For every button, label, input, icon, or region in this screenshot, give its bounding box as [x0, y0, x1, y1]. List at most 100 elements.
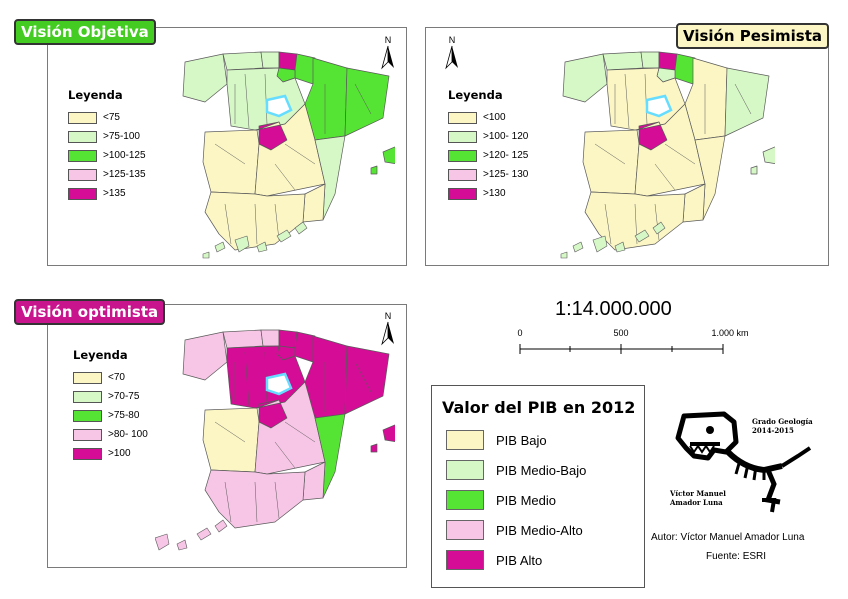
region-galicia — [562, 53, 608, 103]
region-navarra — [674, 53, 696, 85]
province-border — [274, 203, 280, 241]
highlight-outline — [645, 94, 673, 118]
legend-swatch — [73, 447, 102, 460]
legend-label: >80- 100 — [108, 429, 148, 440]
legend-swatch — [448, 130, 477, 143]
legend-item: >100-125 — [68, 146, 146, 165]
region-extremadura — [202, 129, 260, 195]
province-border — [254, 203, 258, 245]
province-border — [214, 421, 246, 443]
region-cataluna — [344, 67, 390, 137]
island-can1 — [572, 241, 584, 253]
spain-map-optimista — [155, 329, 395, 551]
region-murcia — [682, 183, 706, 223]
scale-ratio: 1:14.000.000 — [555, 298, 672, 320]
value-legend-label: PIB Bajo — [496, 432, 547, 448]
value-legend-item: PIB Alto — [446, 550, 542, 570]
region-galicia — [182, 331, 228, 381]
north-label: N — [385, 311, 392, 321]
province-border — [224, 203, 232, 245]
legend-label: >130 — [483, 188, 506, 199]
region-asturias — [602, 51, 644, 71]
region-andalucia — [584, 191, 686, 251]
panel-title-optimista: Visión optimista — [14, 299, 166, 325]
province-border — [284, 143, 316, 165]
legend-item: >135 — [68, 184, 146, 203]
province-border — [214, 143, 246, 165]
island-can5 — [214, 519, 228, 533]
legend-item: <70 — [73, 368, 148, 387]
value-legend-swatch — [446, 490, 484, 510]
legend-item: >125-135 — [68, 165, 146, 184]
value-legend-item: PIB Bajo — [446, 430, 547, 450]
region-navarra — [294, 53, 316, 85]
island-can4 — [276, 229, 292, 243]
province-border — [224, 481, 232, 523]
island-can3 — [176, 539, 188, 551]
dinosaur-logo-icon: Grado Geología 2014-2015 Víctor Manuel A… — [669, 411, 813, 513]
region-murcia — [302, 461, 326, 501]
legend-item: >125- 130 — [448, 165, 528, 184]
region-galicia — [182, 53, 228, 103]
province-border — [654, 163, 676, 191]
region-andalucia — [204, 191, 306, 251]
legend-swatch — [68, 187, 97, 200]
legend-item: >120- 125 — [448, 146, 528, 165]
value-legend-title: Valor del PIB en 2012 — [442, 398, 636, 417]
region-extremadura — [202, 407, 260, 473]
legend-pesimista: Leyenda <100 >100- 120 >120- 125 >125- 130 >… — [448, 88, 528, 203]
province-border — [274, 481, 280, 519]
region-cantabria — [640, 51, 660, 69]
legend-swatch — [448, 149, 477, 162]
province-border — [604, 203, 612, 245]
island-can5 — [652, 221, 666, 235]
logo-text-line1: Grado Geología — [752, 417, 813, 426]
legend-label: >75-100 — [103, 131, 140, 142]
value-legend-label: PIB Alto — [496, 552, 543, 568]
region-navarra — [294, 331, 316, 363]
legend-label: <75 — [103, 112, 120, 123]
legend-title: Leyenda — [448, 88, 503, 102]
legend-item: >70-75 — [73, 387, 148, 406]
region-asturias — [222, 329, 264, 349]
scale-tick-label: 0 — [517, 328, 522, 338]
region-valencia — [314, 413, 346, 499]
legend-label: >70-75 — [108, 391, 140, 402]
highlight-outline — [265, 372, 293, 396]
highlight-outline — [265, 94, 293, 118]
region-valencia — [694, 135, 726, 221]
province-border — [354, 83, 372, 115]
region-cantabria — [260, 329, 280, 347]
legend-item: >75-80 — [73, 406, 148, 425]
legend-swatch — [448, 187, 477, 200]
region-ibiza — [750, 165, 758, 175]
panel-title-pesimista: Visión Pesimista — [676, 23, 829, 49]
region-cataluna — [724, 67, 770, 137]
logo-text-line2: 2014-2015 — [752, 426, 794, 435]
province-border — [284, 421, 316, 443]
province-border — [274, 163, 296, 191]
north-arrow-icon: N — [381, 311, 394, 346]
north-label: N — [385, 35, 392, 45]
legend-label: <100 — [483, 112, 506, 123]
legend-label: >75-80 — [108, 410, 140, 421]
legend-swatch — [68, 168, 97, 181]
legend-swatch — [73, 390, 102, 403]
region-cantabria — [260, 51, 280, 69]
source-credit: Fuente: ESRI — [706, 551, 767, 562]
province-border — [274, 441, 296, 469]
region-valencia — [314, 135, 346, 221]
author-credit: Autor: Víctor Manuel Amador Luna — [651, 532, 805, 543]
logo-name-line2: Amador Luna — [669, 498, 723, 507]
island-can2 — [592, 235, 608, 253]
legend-swatch — [448, 111, 477, 124]
region-ibiza — [370, 165, 378, 175]
north-arrow-icon: N — [381, 35, 394, 70]
legend-swatch — [73, 428, 102, 441]
island-can4 — [196, 527, 212, 541]
province-border — [254, 481, 258, 523]
island-can2 — [234, 235, 250, 253]
island-can3 — [614, 241, 626, 253]
spain-map-pesimista — [560, 51, 775, 259]
region-mallorca — [382, 424, 395, 443]
